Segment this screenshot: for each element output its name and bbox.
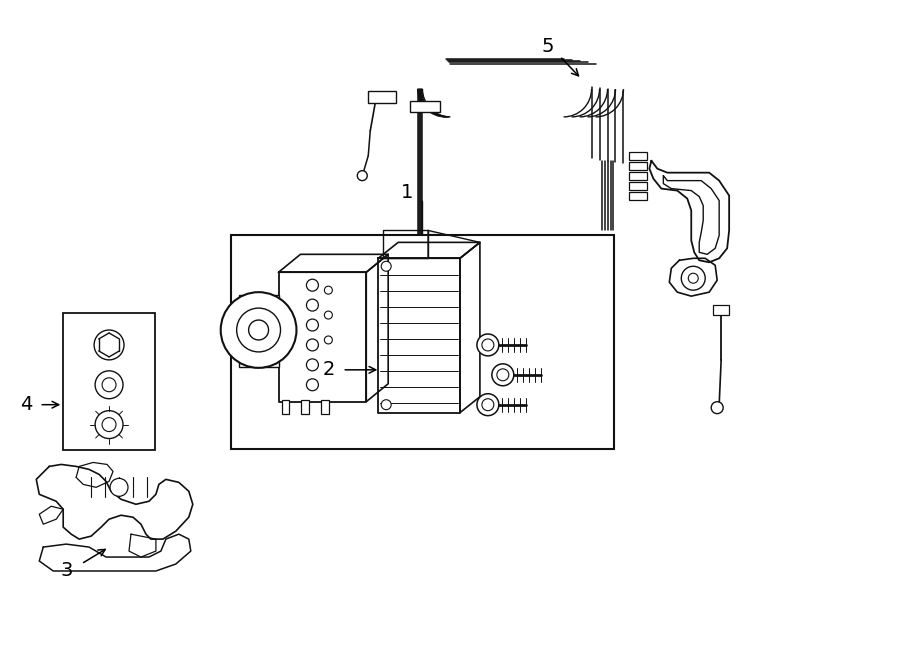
Circle shape — [102, 378, 116, 392]
Circle shape — [492, 364, 514, 386]
Bar — [321, 400, 329, 414]
Circle shape — [477, 394, 499, 416]
Circle shape — [382, 261, 392, 271]
Circle shape — [306, 359, 319, 371]
Polygon shape — [129, 534, 156, 557]
Circle shape — [324, 286, 332, 294]
Polygon shape — [650, 161, 729, 262]
Circle shape — [482, 399, 494, 410]
Circle shape — [306, 299, 319, 311]
Circle shape — [688, 273, 698, 283]
Circle shape — [324, 311, 332, 319]
Circle shape — [306, 339, 319, 351]
Bar — [63, 313, 155, 451]
Bar — [713, 305, 729, 315]
Circle shape — [497, 369, 508, 381]
Circle shape — [357, 171, 367, 180]
Bar — [282, 400, 290, 414]
Bar — [302, 400, 310, 414]
Bar — [410, 101, 440, 112]
Polygon shape — [378, 243, 480, 258]
Circle shape — [306, 319, 319, 331]
Polygon shape — [428, 231, 480, 258]
Bar — [368, 91, 396, 103]
Text: 4: 4 — [20, 395, 32, 414]
Polygon shape — [278, 254, 388, 272]
Polygon shape — [383, 231, 428, 258]
Text: 3: 3 — [60, 561, 72, 580]
Circle shape — [382, 400, 392, 410]
Bar — [629, 162, 647, 170]
Circle shape — [110, 479, 128, 496]
Polygon shape — [460, 243, 480, 412]
Bar — [629, 172, 647, 180]
Circle shape — [711, 402, 724, 414]
Circle shape — [306, 379, 319, 391]
Polygon shape — [278, 272, 366, 402]
Circle shape — [95, 371, 123, 399]
Circle shape — [102, 418, 116, 432]
Circle shape — [248, 320, 268, 340]
Polygon shape — [36, 465, 193, 539]
Bar — [230, 235, 615, 449]
Polygon shape — [366, 254, 388, 402]
Circle shape — [95, 410, 123, 438]
Bar — [629, 182, 647, 190]
Circle shape — [306, 279, 319, 291]
Circle shape — [220, 292, 296, 368]
Bar — [629, 192, 647, 200]
Circle shape — [482, 339, 494, 351]
Circle shape — [477, 334, 499, 356]
Text: 2: 2 — [322, 360, 335, 379]
Polygon shape — [670, 258, 717, 296]
Text: 5: 5 — [542, 37, 554, 56]
Bar — [238, 295, 278, 367]
Circle shape — [94, 330, 124, 360]
Circle shape — [324, 336, 332, 344]
Circle shape — [681, 266, 706, 290]
Polygon shape — [40, 506, 63, 524]
Polygon shape — [40, 534, 191, 571]
Text: 1: 1 — [400, 183, 413, 202]
Bar — [629, 152, 647, 160]
Polygon shape — [378, 258, 460, 412]
